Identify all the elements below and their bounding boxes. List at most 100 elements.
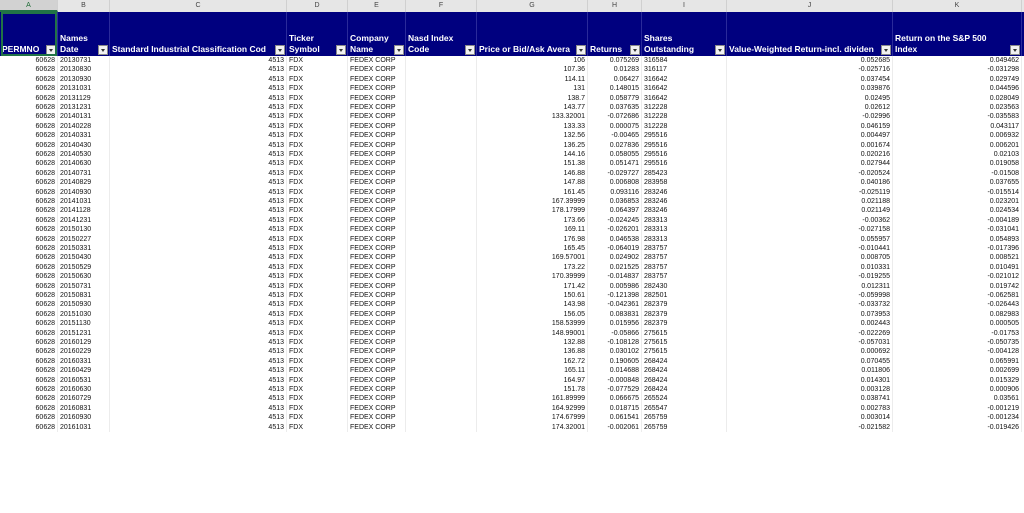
cell-g[interactable]: 167.39999 [477,197,588,207]
cell-f[interactable] [406,103,477,113]
cell-a[interactable]: 60628 [0,74,58,85]
cell-i[interactable]: 282430 [642,281,727,291]
cell-a[interactable]: 60628 [0,309,58,320]
cell-i[interactable]: 295516 [642,159,727,169]
cell-h[interactable]: 0.006808 [588,178,642,188]
cell-k[interactable]: 0.049462 [893,56,1022,66]
cell-j[interactable]: 0.002443 [727,319,893,329]
cell-a[interactable]: 60628 [0,65,58,75]
cell-i[interactable]: 282379 [642,309,727,320]
cell-h[interactable]: 0.005986 [588,281,642,291]
cell-h[interactable]: -0.029727 [588,168,642,179]
cell-f[interactable] [406,309,477,320]
cell-j[interactable]: 0.037454 [727,74,893,85]
cell-c[interactable]: 4513 [110,56,287,66]
cell-g[interactable]: 143.77 [477,103,588,113]
cell-g[interactable]: 158.53999 [477,319,588,329]
cell-e[interactable]: FEDEX CORP [348,291,406,301]
cell-h[interactable]: -0.026201 [588,225,642,235]
cell-b[interactable]: 20140530 [58,150,110,160]
cell-k[interactable]: -0.050735 [893,338,1022,348]
cell-b[interactable]: 20151030 [58,309,110,320]
cell-j[interactable]: -0.020524 [727,168,893,179]
cell-i[interactable]: 283757 [642,262,727,273]
cell-e[interactable]: FEDEX CORP [348,309,406,320]
cell-f[interactable] [406,178,477,188]
cell-d[interactable]: FDX [287,103,348,113]
cell-f[interactable] [406,187,477,197]
cell-e[interactable]: FEDEX CORP [348,56,406,66]
cell-k[interactable]: -0.015514 [893,187,1022,197]
cell-e[interactable]: FEDEX CORP [348,262,406,273]
cell-c[interactable]: 4513 [110,178,287,188]
cell-c[interactable]: 4513 [110,328,287,338]
cell-b[interactable]: 20160729 [58,394,110,404]
cell-d[interactable]: FDX [287,375,348,385]
cell-a[interactable]: 60628 [0,215,58,226]
cell-h[interactable]: 0.075269 [588,56,642,66]
cell-f[interactable] [406,291,477,301]
cell-f[interactable] [406,394,477,404]
cell-e[interactable]: FEDEX CORP [348,385,406,395]
cell-c[interactable]: 4513 [110,234,287,244]
cell-f[interactable] [406,131,477,141]
cell-i[interactable]: 283246 [642,206,727,216]
cell-c[interactable]: 4513 [110,187,287,197]
column-letter-g[interactable]: G [477,0,588,12]
cell-j[interactable]: 0.004497 [727,131,893,141]
cell-c[interactable]: 4513 [110,356,287,367]
cell-k[interactable]: -0.01508 [893,168,1022,179]
cell-g[interactable]: 131 [477,84,588,94]
cell-d[interactable]: FDX [287,197,348,207]
cell-e[interactable]: FEDEX CORP [348,150,406,160]
cell-a[interactable]: 60628 [0,84,58,94]
cell-a[interactable]: 60628 [0,187,58,197]
cell-i[interactable]: 316584 [642,56,727,66]
cell-h[interactable]: 0.014688 [588,366,642,376]
cell-f[interactable] [406,150,477,160]
cell-a[interactable]: 60628 [0,168,58,179]
cell-c[interactable]: 4513 [110,103,287,113]
filter-dropdown-icon[interactable] [576,45,586,55]
cell-c[interactable]: 4513 [110,159,287,169]
cell-i[interactable]: 265524 [642,394,727,404]
cell-j[interactable]: 0.052685 [727,56,893,66]
cell-e[interactable]: FEDEX CORP [348,366,406,376]
cell-a[interactable]: 60628 [0,103,58,113]
cell-j[interactable]: 0.027944 [727,159,893,169]
cell-e[interactable]: FEDEX CORP [348,272,406,282]
cell-b[interactable]: 20130830 [58,65,110,75]
cell-f[interactable] [406,84,477,94]
cell-i[interactable]: 316642 [642,74,727,85]
cell-d[interactable]: FDX [287,347,348,357]
cell-a[interactable]: 60628 [0,206,58,216]
filter-dropdown-icon[interactable] [275,45,285,55]
cell-f[interactable] [406,74,477,85]
cell-j[interactable]: 0.038741 [727,394,893,404]
cell-j[interactable]: -0.025716 [727,65,893,75]
filter-dropdown-icon[interactable] [336,45,346,55]
cell-i[interactable]: 283246 [642,187,727,197]
cell-a[interactable]: 60628 [0,375,58,385]
cell-k[interactable]: -0.019426 [893,422,1022,432]
cell-a[interactable]: 60628 [0,140,58,150]
cell-k[interactable]: -0.01753 [893,328,1022,338]
cell-d[interactable]: FDX [287,159,348,169]
cell-j[interactable]: 0.039876 [727,84,893,94]
cell-k[interactable]: -0.031041 [893,225,1022,235]
column-letter-f[interactable]: F [406,0,477,12]
cell-f[interactable] [406,244,477,254]
cell-i[interactable]: 283313 [642,234,727,244]
cell-k[interactable]: 0.006932 [893,131,1022,141]
cell-e[interactable]: FEDEX CORP [348,347,406,357]
cell-f[interactable] [406,366,477,376]
cell-b[interactable]: 20140829 [58,178,110,188]
filter-dropdown-icon[interactable] [715,45,725,55]
cell-b[interactable]: 20150831 [58,291,110,301]
cell-k[interactable]: 0.02103 [893,150,1022,160]
cell-k[interactable]: 0.015329 [893,375,1022,385]
cell-g[interactable]: 146.88 [477,168,588,179]
cell-k[interactable]: 0.000906 [893,385,1022,395]
cell-d[interactable]: FDX [287,422,348,432]
column-letter-e[interactable]: E [348,0,406,12]
